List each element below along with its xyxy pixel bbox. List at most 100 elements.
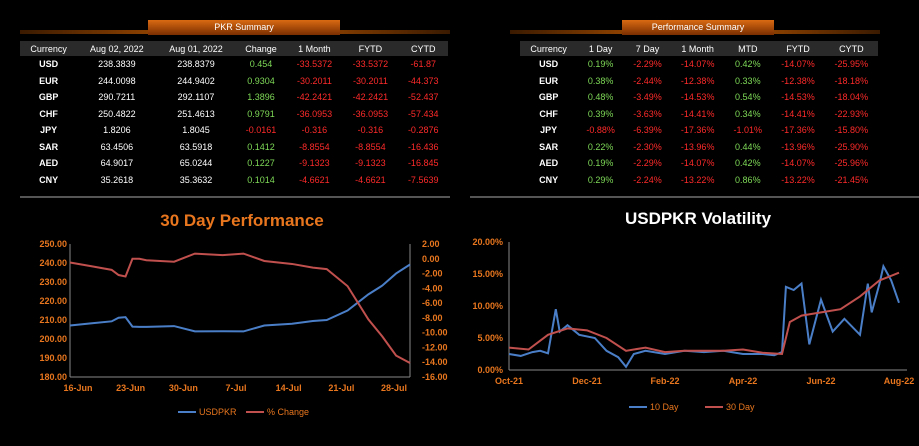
pkr-summary-currency-cell: CHF <box>39 108 58 119</box>
performance-summary-currency-cell: CNY <box>539 174 559 185</box>
performance-summary-row: CNY 0.29% -2.24% -13.22% 0.86% -13.22% -21.45% <box>520 172 878 189</box>
chart1-y-left-tick-label: 230.00 <box>39 277 67 287</box>
chart1-y-left-tick-label: 180.00 <box>39 372 67 382</box>
performance-summary-value-cell: -14.53% <box>680 92 715 103</box>
performance-summary-value-cell: 0.19% <box>587 158 614 169</box>
pkr-summary-value-cell: 64.9017 <box>100 158 134 169</box>
pkr-summary-header-3: Change <box>235 41 287 56</box>
performance-summary-value-cell: -2.44% <box>633 75 662 86</box>
pkr-summary-value-cell: -8.8554 <box>355 141 386 152</box>
left-table-divider <box>20 196 450 198</box>
performance-summary-value-cell: -17.36% <box>781 125 815 136</box>
pkr-summary-currency-cell: SAR <box>39 141 59 152</box>
pkr-summary-currency-cell: CNY <box>39 174 59 185</box>
pkr-summary-value-cell: 1.8045 <box>182 125 210 136</box>
pkr-summary-value-cell: -33.5372 <box>352 59 389 70</box>
chart1-y-right-tick-label: -14.00 <box>422 357 448 367</box>
pkr-summary-value-cell: 35.2618 <box>100 174 134 185</box>
performance-summary-row: SAR 0.22% -2.30% -13.96% 0.44% -13.96% -25.90% <box>520 139 878 156</box>
pkr-summary-row: EUR 244.0098 244.9402 0.9304 -30.2011 -30.201… <box>20 73 448 90</box>
performance-summary-value-cell: -21.45% <box>834 174 869 185</box>
chart1-x-tick-label: 28-Jul <box>381 383 407 393</box>
pkr-summary-value-cell: -42.2421 <box>296 92 333 103</box>
pkr-summary-value-cell: -30.2011 <box>296 75 332 86</box>
performance-summary-value-cell: -14.07% <box>680 59 715 70</box>
performance-summary-row: GBP 0.48% -3.49% -14.53% 0.54% -14.53% -18.04% <box>520 89 878 106</box>
performance-summary-value-cell: -13.22% <box>680 174 715 185</box>
performance-summary-value-cell: 0.38% <box>587 75 614 86</box>
chart2-legend-label: 30 Day <box>726 402 755 412</box>
pkr-summary-value-cell: 65.0244 <box>179 158 213 169</box>
pkr-summary-value-cell: 63.4506 <box>100 141 134 152</box>
performance-summary-value-cell: -1.01% <box>733 125 763 136</box>
chart1-y-left-tick-label: 240.00 <box>39 258 67 268</box>
chart2-y-tick-label: 0.00% <box>477 365 503 375</box>
pkr-summary-header-2: Aug 01, 2022 <box>156 41 236 56</box>
performance-summary-row: USD 0.19% -2.29% -14.07% 0.42% -14.07% -25.95% <box>520 56 878 73</box>
chart2-x-tick-label: Apr-22 <box>729 376 758 386</box>
performance-summary-value-cell: -2.29% <box>633 158 662 169</box>
performance-summary-currency-cell: EUR <box>539 75 559 86</box>
performance-summary-value-cell: -14.07% <box>680 158 715 169</box>
pkr-summary-row: CHF 250.4822 251.4613 0.9791 -36.0953 -36.095… <box>20 106 448 123</box>
performance-summary-value-cell: 0.22% <box>587 141 614 152</box>
chart1-y-right-tick-label: -6.00 <box>422 298 443 308</box>
pkr-summary-value-cell: -4.6621 <box>355 174 386 185</box>
pkr-summary-value-cell: -7.5639 <box>407 174 439 185</box>
pkr-summary-row: SAR 63.4506 63.5918 0.1412 -8.8554 -8.8554 -16… <box>20 139 448 156</box>
performance-summary-header-1: 1 Day <box>577 41 625 56</box>
chart2-x-tick-label: Aug-22 <box>884 376 915 386</box>
performance-summary-value-cell: -14.07% <box>781 59 815 70</box>
performance-summary-row: CHF 0.39% -3.63% -14.41% 0.34% -14.41% -22.93% <box>520 106 878 123</box>
performance-summary-header-6: CYTD <box>824 41 878 56</box>
chart1-y-right-tick-label: -10.00 <box>422 328 448 338</box>
performance-summary-currency-cell: AED <box>539 158 559 169</box>
pkr-summary-currency-cell: EUR <box>39 75 59 86</box>
chart1-y-right-tick-label: -2.00 <box>422 269 443 279</box>
pkr-summary-value-cell: -36.0953 <box>296 108 333 119</box>
performance-summary-value-cell: 0.54% <box>735 92 761 103</box>
chart1-y-right-tick-label: 0.00 <box>422 254 440 264</box>
performance-summary-value-cell: -25.96% <box>834 158 869 169</box>
chart1-y-right-tick-label: 2.00 <box>422 239 440 249</box>
chart1-y-right-tick-label: -16.00 <box>422 372 448 382</box>
chart2-legend-label: 10 Day <box>650 402 679 412</box>
performance-summary-header-2: 7 Day <box>624 41 672 56</box>
chart2-y-tick-label: 5.00% <box>477 333 503 343</box>
performance-summary-value-cell: -6.39% <box>633 125 662 136</box>
pkr-summary-value-cell: -8.8554 <box>299 141 330 152</box>
chart2-x-tick-label: Dec-21 <box>572 376 602 386</box>
chart1-series-usdpkr-line <box>69 263 411 333</box>
pkr-summary-value-cell: -0.316 <box>357 125 384 136</box>
performance-summary-value-cell: 0.34% <box>735 108 761 119</box>
performance-summary-row: EUR 0.38% -2.44% -12.38% 0.33% -12.38% -18.18% <box>520 73 878 90</box>
performance-summary-row: JPY -0.88% -6.39% -17.36% -1.01% -17.36% -15.8… <box>520 122 878 139</box>
pkr-summary-value-cell: 244.9402 <box>177 75 215 86</box>
performance-summary-value-cell: -3.63% <box>633 108 662 119</box>
pkr-summary-value-cell: -52.437 <box>407 92 439 103</box>
pkr-summary-row: USD 238.3839 238.8379 0.454 -33.5372 -33.5372… <box>20 56 448 73</box>
pkr-summary-currency-cell: AED <box>39 158 59 169</box>
pkr-summary-value-cell: -44.373 <box>407 75 439 86</box>
chart1-y-left-tick-label: 190.00 <box>39 353 67 363</box>
performance-summary-value-cell: -14.07% <box>781 158 815 169</box>
pkr-summary-value-cell: -30.2011 <box>352 75 388 86</box>
pkr-summary-table: Currency Aug 02, 2022 Aug 01, 2022 Change 1 … <box>20 41 448 188</box>
performance-summary-value-cell: -14.41% <box>781 108 815 119</box>
pkr-summary-row: CNY 35.2618 35.3632 0.1014 -4.6621 -4.6621 -7.… <box>20 172 448 189</box>
pkr-summary-title: PKR Summary <box>148 20 340 35</box>
pkr-summary-value-cell: -16.436 <box>407 141 439 152</box>
performance-summary-value-cell: -17.36% <box>680 125 715 136</box>
performance-summary-value-cell: 0.42% <box>735 59 761 70</box>
performance-summary-header-5: FYTD <box>771 41 825 56</box>
performance-summary-value-cell: 0.19% <box>587 59 614 70</box>
pkr-summary-value-cell: -61.87 <box>410 59 436 70</box>
chart1-y-left-tick-label: 210.00 <box>39 315 67 325</box>
chart2-y-tick-label: 15.00% <box>472 269 503 279</box>
performance-summary-currency-cell: GBP <box>538 92 559 103</box>
performance-summary-currency-cell: SAR <box>539 141 559 152</box>
pkr-summary-header-6: CYTD <box>398 41 448 56</box>
chart1-x-tick-label: 16-Jun <box>63 383 92 393</box>
chart1-series-pct-change-line <box>69 252 411 364</box>
pkr-summary-value-cell: 1.3896 <box>247 92 275 103</box>
